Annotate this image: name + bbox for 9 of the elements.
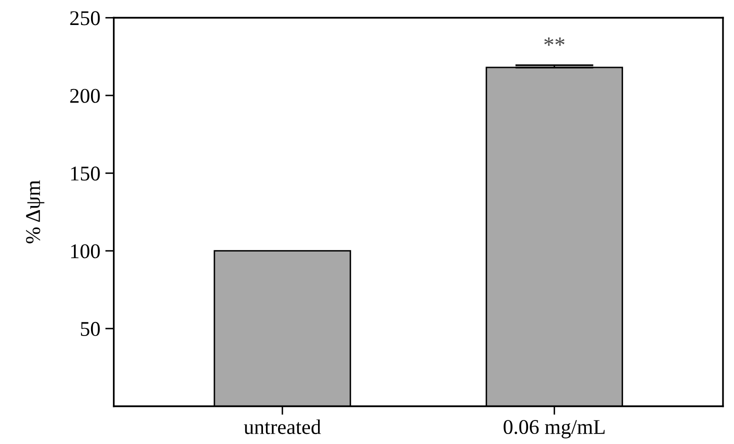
y-tick-label: 100: [71, 244, 100, 258]
annotation: **: [544, 38, 564, 46]
y-tick-label: 200: [70, 88, 100, 103]
y-tick-label: 50: [80, 322, 100, 336]
y-tick-label: 150: [71, 166, 100, 181]
x-tick-label: 0.06 mg/mL: [504, 420, 605, 438]
x-tick-label: untreated: [244, 419, 321, 434]
y-axis-title: % Δψm: [26, 180, 44, 244]
y-tick-label: 250: [70, 11, 100, 26]
